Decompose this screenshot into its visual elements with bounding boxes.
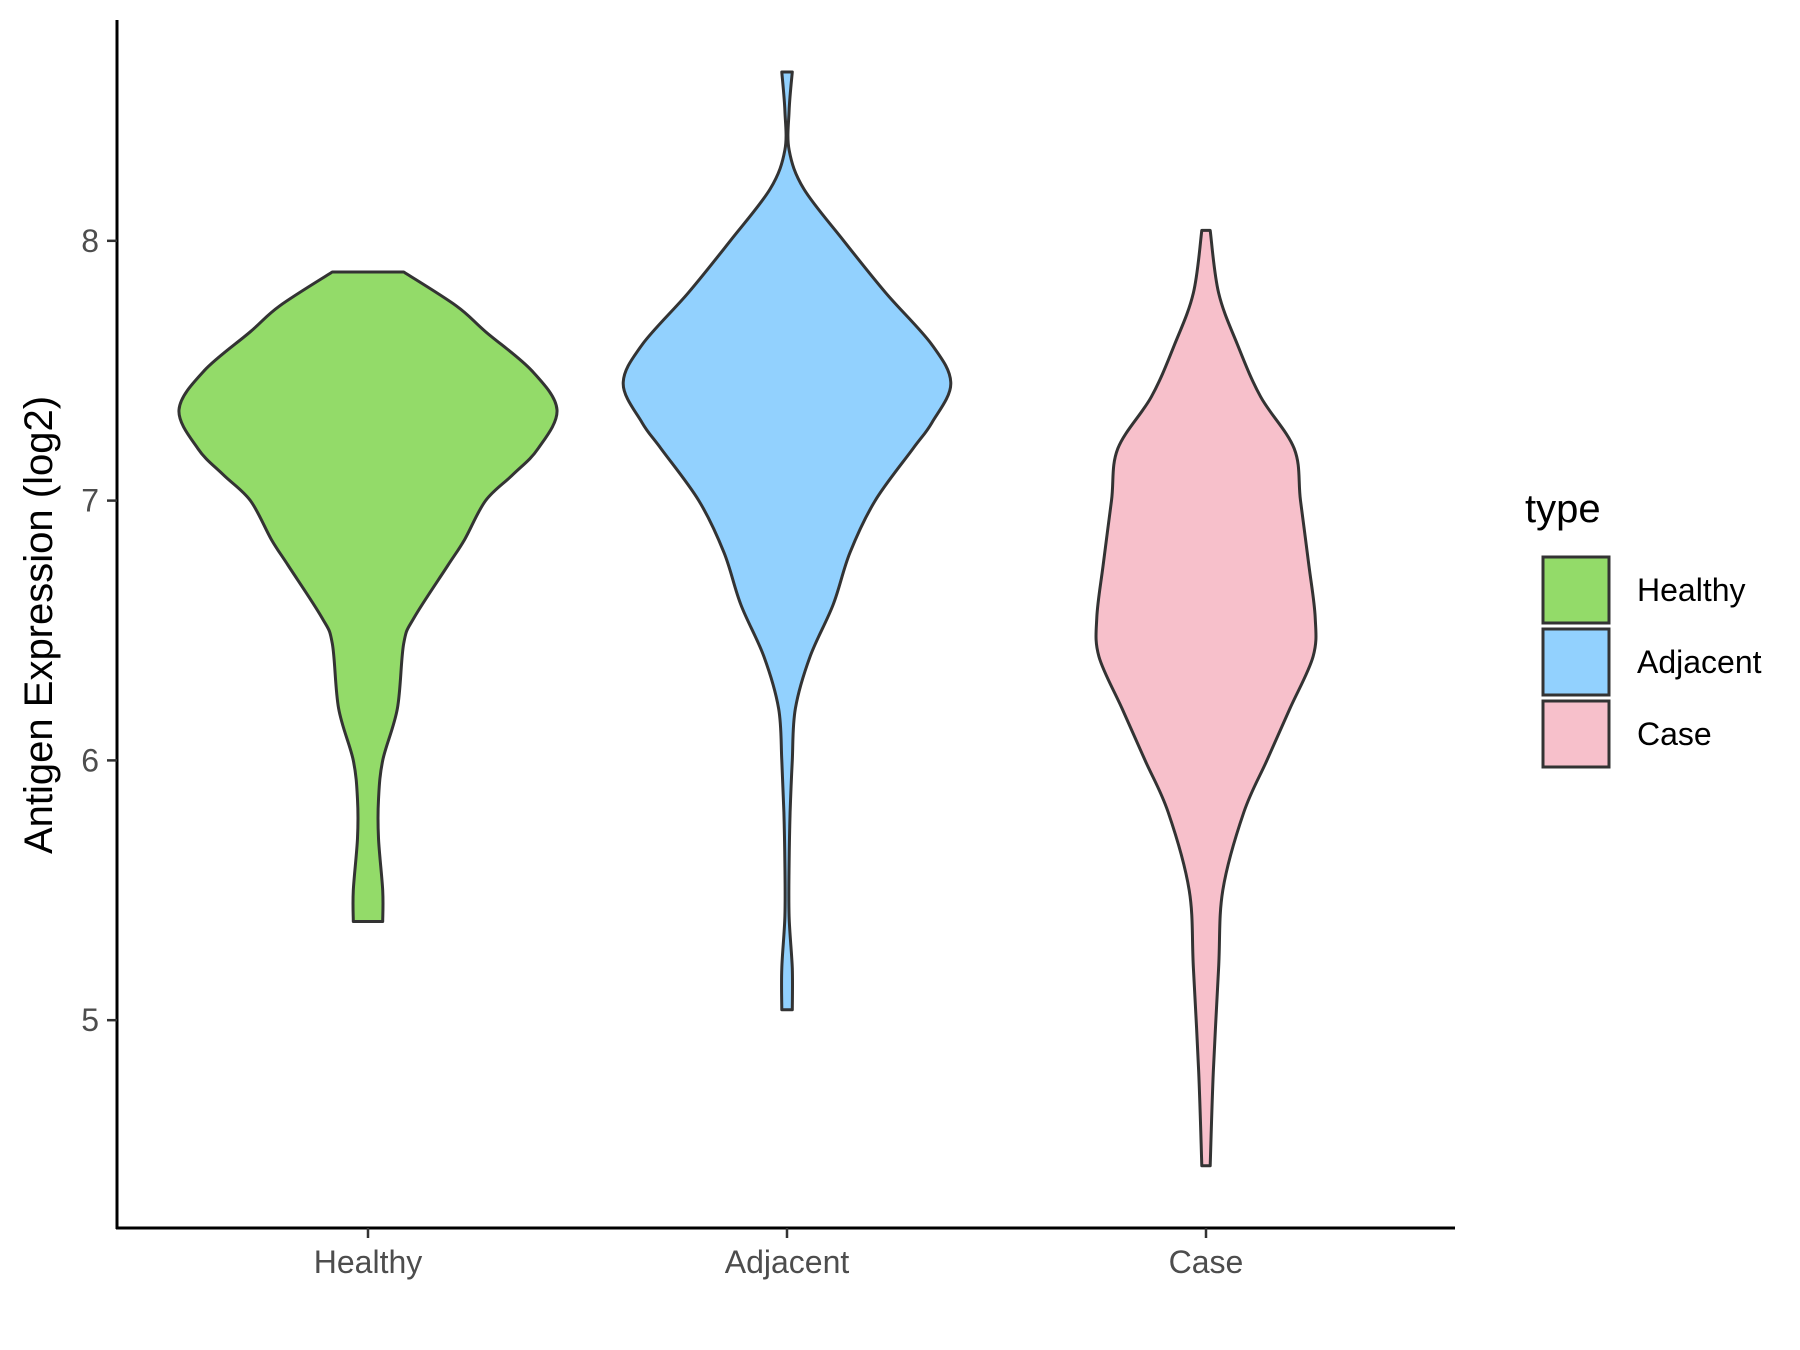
x-tick-label: Healthy (314, 1244, 423, 1280)
violin-healthy (177, 270, 559, 923)
legend-key-healthy (1541, 555, 1611, 625)
legend-label-case: Case (1637, 716, 1712, 752)
axes-layer: 5 6 7 8 Healthy Adjacent Case (81, 20, 1455, 1280)
legend-title: type (1525, 487, 1601, 531)
y-tick-label: 7 (81, 483, 99, 519)
y-tick-label: 6 (81, 742, 99, 778)
legend-label-healthy: Healthy (1637, 572, 1746, 608)
y-axis-title: Antigen Expression (log2) (17, 396, 61, 854)
x-tick-label: Case (1169, 1244, 1244, 1280)
violin-case (1094, 228, 1318, 1168)
violin-adjacent (621, 70, 953, 1012)
y-tick-label: 5 (81, 1002, 99, 1038)
legend-key-adjacent (1541, 627, 1611, 697)
legend-label-adjacent: Adjacent (1637, 644, 1762, 680)
violin-layer (177, 70, 1318, 1168)
x-tick-label: Adjacent (725, 1244, 850, 1280)
legend-key-case (1541, 699, 1611, 769)
y-tick-label: 8 (81, 223, 99, 259)
legend: type Healthy Adjacent Case (1525, 487, 1762, 769)
